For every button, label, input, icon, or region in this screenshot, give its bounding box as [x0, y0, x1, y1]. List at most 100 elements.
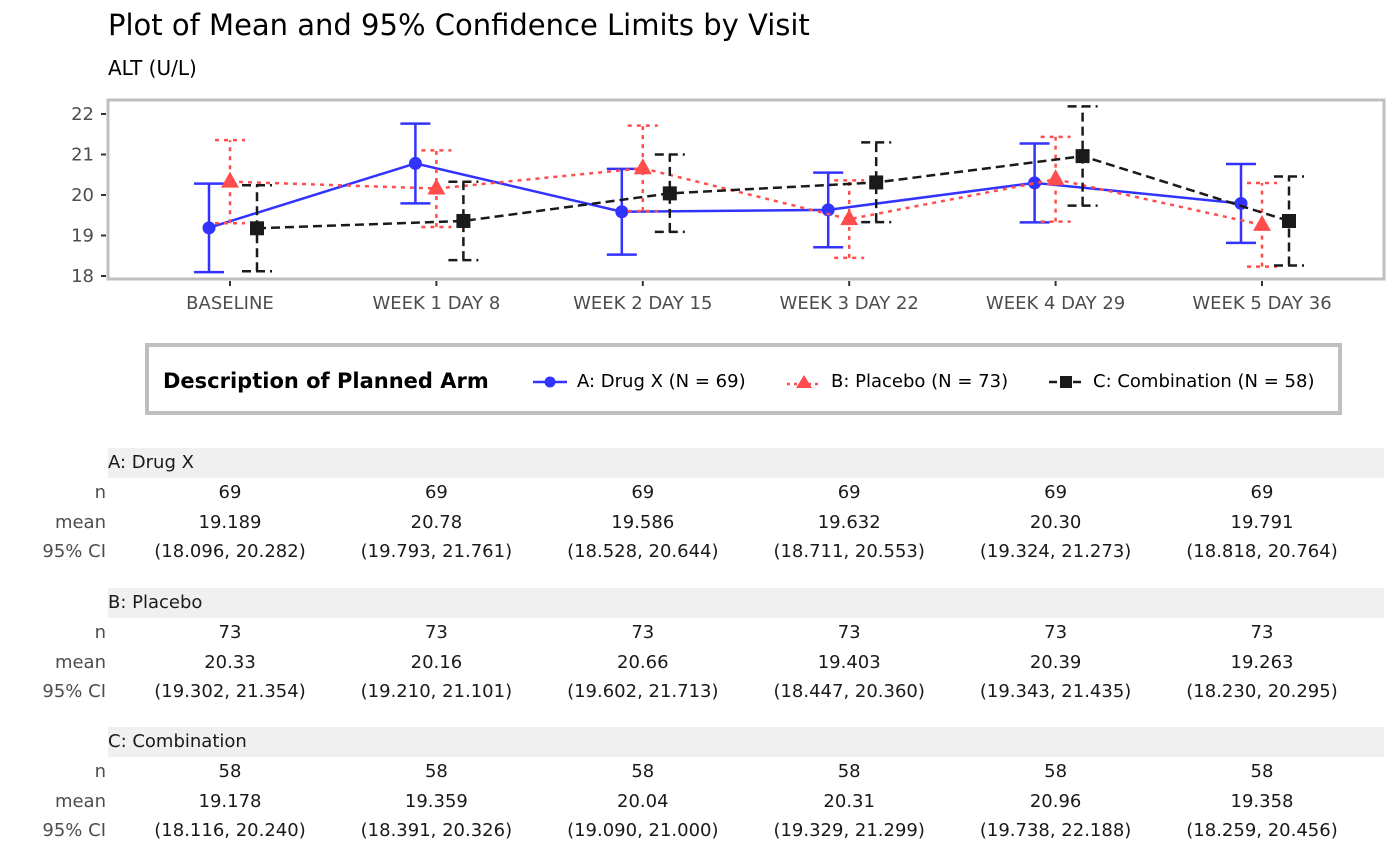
x-tick-label: BASELINE	[186, 293, 274, 314]
table-cell-ci: (18.447, 20.360)	[773, 681, 925, 702]
legend-title: Description of Planned Arm	[163, 369, 489, 393]
y-tick-label: 21	[71, 145, 94, 166]
row-label-mean: mean	[54, 512, 106, 533]
table-cell-n: 69	[1044, 482, 1068, 503]
table-cell-mean: 19.632	[817, 512, 881, 533]
table-cell-mean: 19.359	[404, 791, 468, 812]
legend-item-placebo: B: Placebo (N = 73)	[787, 371, 1008, 392]
data-point-square	[250, 221, 264, 236]
table-cell-mean: 19.178	[198, 791, 262, 812]
legend-square-marker-icon	[1049, 375, 1083, 388]
table-cell-ci: (18.096, 20.282)	[154, 541, 306, 562]
row-label-n: n	[94, 482, 106, 503]
table-cell-ci: (19.738, 22.188)	[979, 820, 1132, 841]
table-cell-ci: (19.210, 21.101)	[360, 681, 513, 702]
table-cell-mean: 20.31	[823, 791, 875, 812]
row-label-mean: mean	[54, 791, 106, 812]
table-cell-mean: 19.358	[1230, 791, 1294, 812]
row-label-ci: 95% CI	[42, 541, 106, 562]
table-cell-n: 73	[1044, 622, 1068, 643]
table-cell-ci: (19.329, 21.299)	[773, 820, 925, 841]
table-cell-n: 58	[1044, 761, 1068, 782]
chart-subtitle: ALT (U/L)	[108, 56, 197, 80]
table-cell-mean: 20.78	[410, 512, 463, 533]
legend-item-combination: C: Combination (N = 58)	[1049, 371, 1314, 392]
data-point-triangle	[1046, 169, 1065, 186]
table-cell-n: 58	[424, 761, 448, 782]
x-axis: BASELINE WEEK 1 DAY 8 WEEK 2 DAY 15 WEEK 3 …	[186, 281, 1332, 314]
legend-circle-marker-icon	[533, 376, 567, 387]
data-point-circle	[615, 205, 629, 219]
table-cell-ci: (19.343, 21.435)	[979, 681, 1132, 702]
table-cell-mean: 20.33	[204, 652, 256, 673]
table-cell-ci: (18.391, 20.326)	[360, 820, 513, 841]
table-cell-n: 69	[631, 482, 655, 503]
table-cell-ci: (19.602, 21.713)	[567, 681, 719, 702]
table-cell-n: 73	[631, 622, 655, 643]
table-cell-mean: 20.30	[1029, 512, 1082, 533]
table-cell-ci: (18.818, 20.764)	[1186, 541, 1338, 562]
table-cell-n: 69	[1250, 482, 1274, 503]
row-label-n: n	[94, 622, 106, 643]
table-cell-n: 73	[218, 622, 242, 643]
chart-title: Plot of Mean and 95% Confidence Limits b…	[108, 8, 810, 42]
group-header: C: Combination	[108, 727, 1384, 757]
table-cell-mean: 20.96	[1029, 791, 1082, 812]
table-cell-mean: 19.791	[1230, 512, 1294, 533]
data-point-triangle	[840, 209, 859, 226]
row-label-ci: 95% CI	[42, 681, 106, 702]
table-cell-mean: 20.39	[1029, 652, 1082, 673]
table-cell-ci: (18.230, 20.295)	[1186, 681, 1338, 702]
x-tick-label: WEEK 5 DAY 36	[1192, 293, 1331, 314]
table-cell-mean: 19.586	[611, 512, 675, 533]
x-tick-label: WEEK 4 DAY 29	[986, 293, 1125, 314]
plot-panel	[106, 98, 1386, 281]
data-point-circle	[821, 203, 835, 217]
y-tick-label: 18	[71, 266, 94, 287]
row-label-ci: 95% CI	[42, 820, 106, 841]
legend-item-drug-x: A: Drug X (N = 69)	[533, 371, 746, 392]
y-tick-label: 22	[71, 104, 94, 125]
chart-plot: 18 19 20 21 22 BASELINE WEEK 1 DAY 8 WEEK 2 DA…	[71, 98, 1386, 314]
table-cell-ci: (18.259, 20.456)	[1186, 820, 1338, 841]
table-cell-mean: 19.189	[198, 512, 262, 533]
table-cell-mean: 19.263	[1230, 652, 1294, 673]
table-cell-ci: (18.116, 20.240)	[154, 820, 306, 841]
table-cell-mean: 20.66	[617, 652, 669, 673]
y-axis: 18 19 20 21 22	[71, 104, 106, 287]
table-cell-ci: (19.302, 21.354)	[154, 681, 306, 702]
table-cell-ci: (19.793, 21.761)	[360, 541, 513, 562]
table-cell-mean: 19.403	[817, 652, 881, 673]
data-point-triangle	[633, 158, 652, 175]
table-cell-ci: (19.324, 21.273)	[979, 541, 1132, 562]
table-cell-ci: (18.528, 20.644)	[567, 541, 719, 562]
row-label-mean: mean	[54, 652, 106, 673]
table-cell-n: 58	[631, 761, 655, 782]
x-tick-label: WEEK 3 DAY 22	[780, 293, 919, 314]
series-line	[256, 154, 1290, 230]
series-1	[194, 122, 1256, 274]
data-point-square	[456, 213, 471, 228]
table-cell-mean: 20.04	[617, 791, 669, 812]
table-cell-n: 69	[837, 482, 861, 503]
y-tick-label: 19	[71, 226, 94, 247]
table-cell-n: 58	[837, 761, 861, 782]
table-cell-n: 69	[424, 482, 448, 503]
chart-marks	[194, 105, 1304, 274]
legend: Description of Planned Arm A: Drug X (N …	[145, 343, 1342, 415]
legend-triangle-marker-icon	[787, 374, 821, 388]
table-cell-n: 73	[837, 622, 861, 643]
group-header: B: Placebo	[108, 588, 1384, 618]
series-3	[242, 105, 1304, 273]
table-cell-n: 73	[424, 622, 448, 643]
table-cell-n: 73	[1250, 622, 1274, 643]
series-line	[208, 162, 1242, 230]
data-point-square	[1282, 214, 1296, 229]
row-label-n: n	[94, 761, 106, 782]
table-cell-mean: 20.16	[410, 652, 463, 673]
table-cell-n: 69	[218, 482, 242, 503]
legend-label: C: Combination (N = 58)	[1093, 371, 1315, 392]
data-point-triangle	[221, 171, 239, 188]
series-line	[229, 167, 1263, 227]
x-tick-label: WEEK 2 DAY 15	[573, 293, 712, 314]
